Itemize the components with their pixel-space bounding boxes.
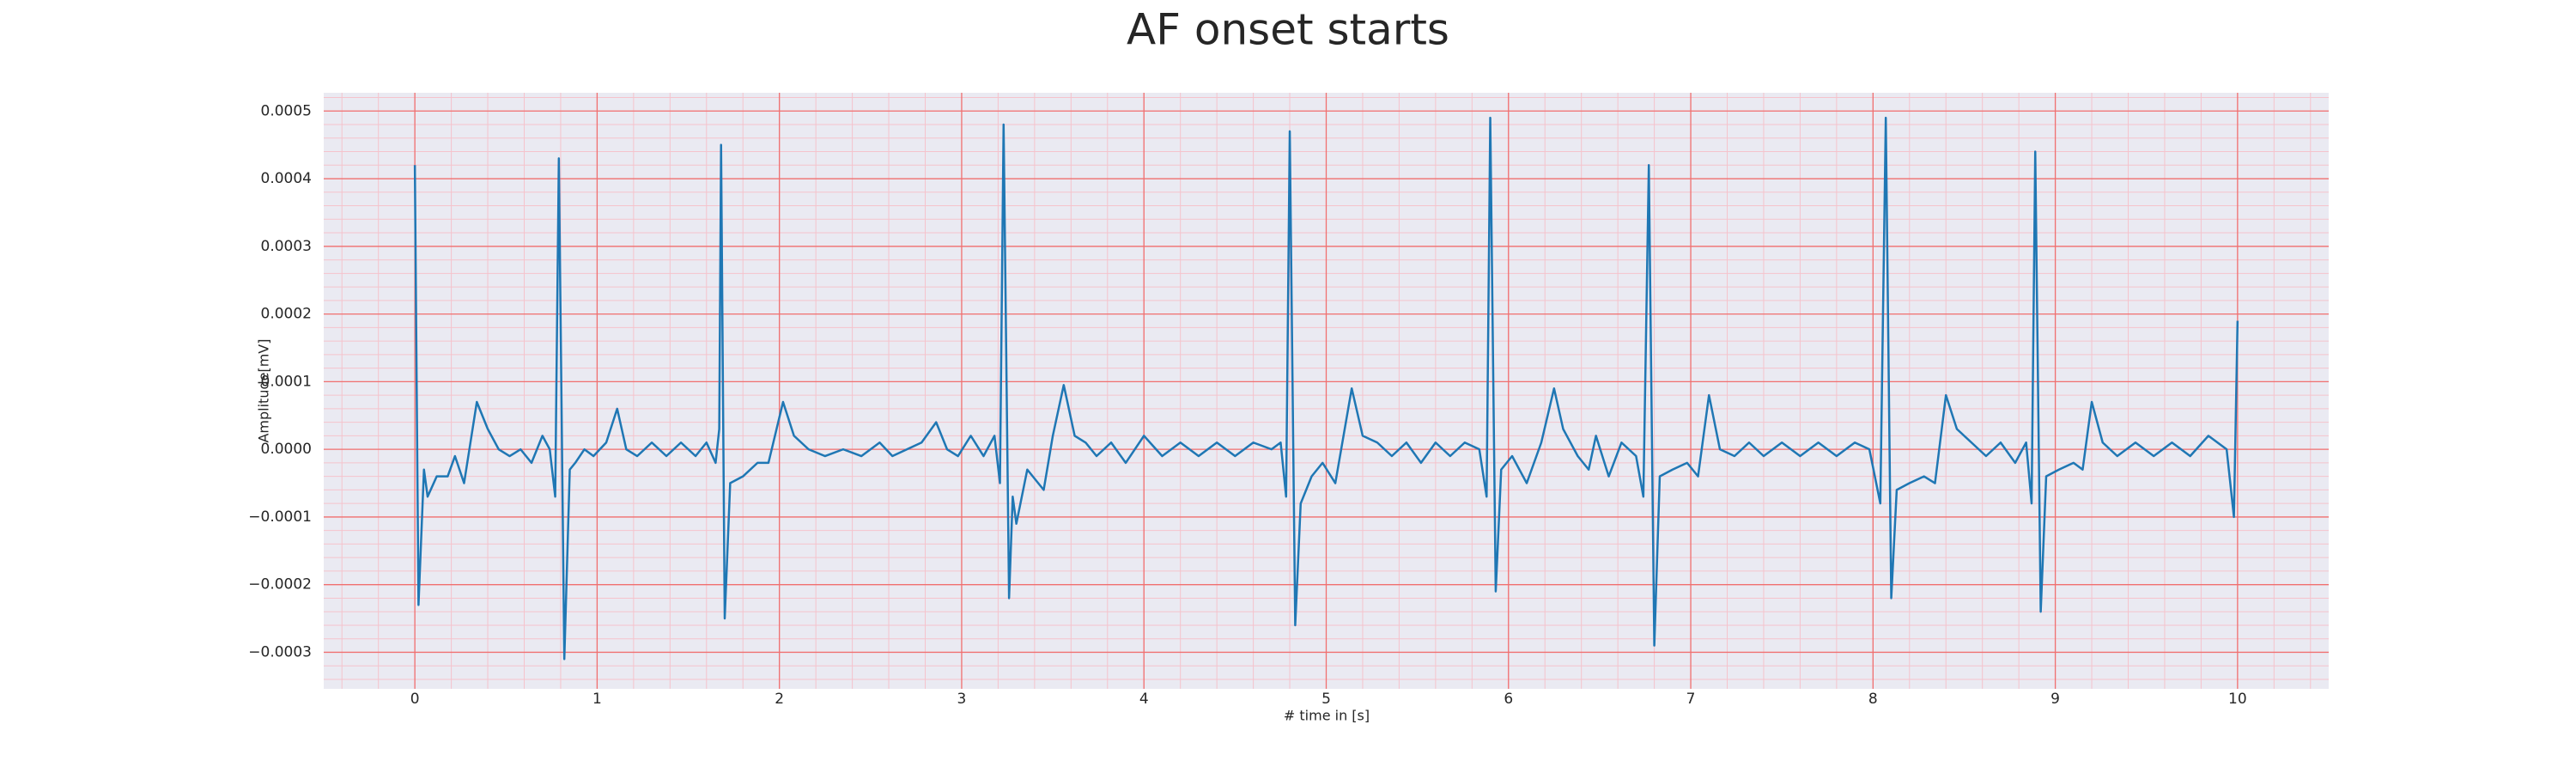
- y-tick-label: 0.0001: [261, 373, 312, 390]
- x-tick-label: 5: [1321, 691, 1331, 708]
- x-tick-label: 10: [2228, 691, 2247, 708]
- x-tick-label: 3: [957, 691, 967, 708]
- x-axis-label: # time in [s]: [1284, 708, 1370, 724]
- y-tick-label: 0.0003: [261, 238, 312, 255]
- x-tick-label: 7: [1686, 691, 1696, 708]
- y-tick-label: 0.0000: [261, 441, 312, 458]
- x-tick-label: 8: [1868, 691, 1878, 708]
- y-tick-label: −0.0002: [248, 576, 312, 593]
- y-tick-label: 0.0004: [261, 170, 312, 187]
- x-tick-label: 1: [592, 691, 602, 708]
- x-tick-label: 9: [2050, 691, 2060, 708]
- x-tick-label: 4: [1139, 691, 1149, 708]
- x-tick-label: 0: [410, 691, 420, 708]
- ecg-line: [413, 116, 2239, 660]
- chart-title: AF onset starts: [1127, 5, 1449, 55]
- x-tick-label: 6: [1504, 691, 1513, 708]
- y-tick-label: −0.0001: [248, 508, 312, 526]
- y-axis-label: Amplitude[mV]: [256, 338, 272, 442]
- x-tick-label: 2: [775, 691, 784, 708]
- grid: [324, 93, 2329, 689]
- y-tick-label: 0.0002: [261, 306, 312, 323]
- y-tick-label: −0.0003: [248, 643, 312, 660]
- y-tick-label: 0.0005: [261, 102, 312, 119]
